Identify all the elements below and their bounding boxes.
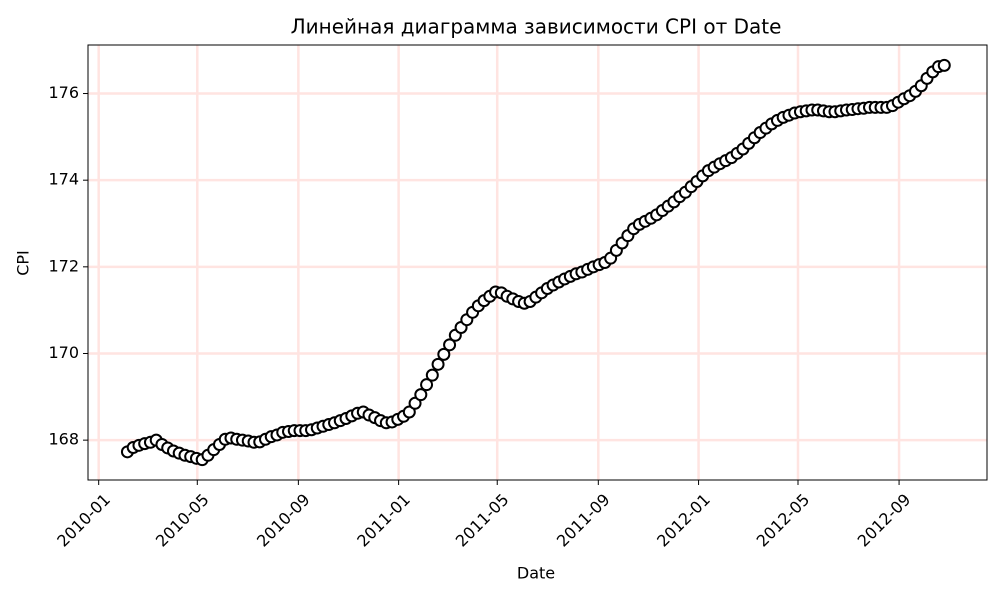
marker [431, 357, 445, 371]
y-tick-label: 174 [48, 170, 79, 189]
marker [408, 396, 422, 410]
marker [414, 388, 428, 402]
y-axis-label: CPI [14, 250, 33, 276]
y-tick-label: 168 [48, 430, 79, 449]
marker [443, 338, 457, 352]
x-axis-label: Date [517, 564, 555, 583]
chart-title: Линейная диаграмма зависимости CPI от Da… [291, 15, 782, 39]
marker [937, 58, 951, 72]
x-tick-label: 2011-05 [452, 490, 513, 551]
x-tick-label: 2012-09 [854, 490, 915, 551]
marker [425, 368, 439, 382]
x-tick-label: 2010-05 [152, 490, 213, 551]
x-tick-label: 2012-01 [653, 490, 714, 551]
x-tick-label: 2010-09 [253, 490, 314, 551]
x-tick-label: 2011-01 [353, 490, 414, 551]
marker [402, 405, 416, 419]
x-tick-label: 2010-01 [53, 490, 114, 551]
plot-frame [87, 44, 988, 481]
x-tick-label: 2012-05 [753, 490, 814, 551]
marker [420, 378, 434, 392]
y-tick-label: 176 [48, 83, 79, 102]
y-tick-label: 172 [48, 256, 79, 275]
marker [437, 347, 451, 361]
y-tick-label: 170 [48, 343, 79, 362]
x-tick-label: 2011-09 [553, 490, 614, 551]
line [126, 64, 945, 461]
